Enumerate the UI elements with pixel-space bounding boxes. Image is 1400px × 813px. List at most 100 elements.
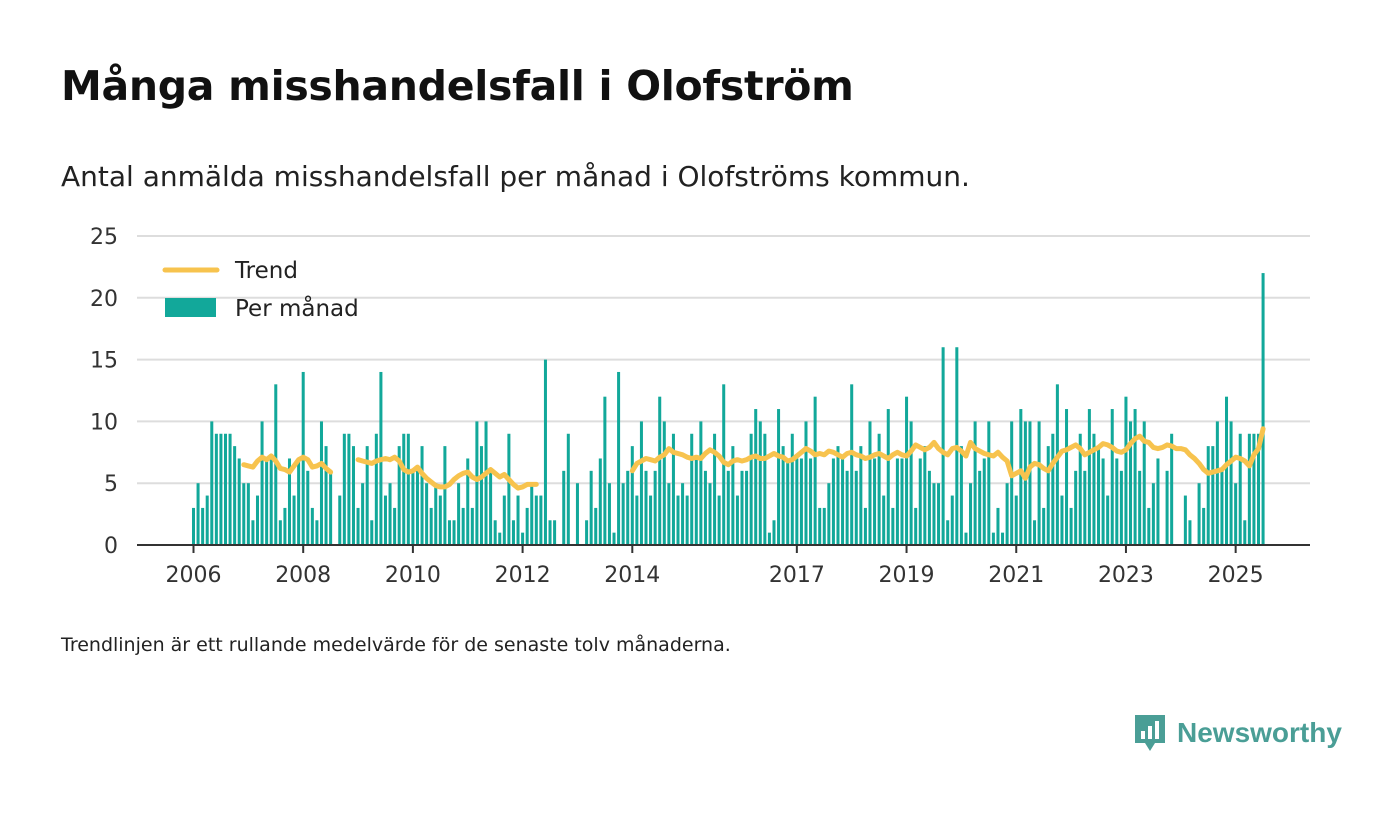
bar bbox=[882, 495, 886, 545]
bar bbox=[731, 446, 735, 545]
bar bbox=[1211, 446, 1215, 545]
x-tick-label: 2019 bbox=[879, 563, 935, 588]
bar bbox=[969, 483, 973, 545]
bar bbox=[1060, 495, 1064, 545]
bar bbox=[735, 495, 739, 545]
bar bbox=[827, 483, 831, 545]
bar bbox=[809, 458, 813, 545]
brand-logo[interactable]: Newsworthy bbox=[1133, 712, 1342, 754]
bar bbox=[959, 446, 963, 545]
bar bbox=[1197, 483, 1201, 545]
bar bbox=[685, 495, 689, 545]
bar bbox=[699, 421, 703, 545]
bar bbox=[1142, 421, 1146, 545]
bar bbox=[804, 421, 808, 545]
bar bbox=[1023, 421, 1027, 545]
bar bbox=[909, 421, 913, 545]
bar bbox=[1065, 409, 1069, 545]
bar bbox=[927, 470, 931, 545]
bar bbox=[991, 532, 995, 545]
bar bbox=[772, 520, 776, 545]
bar bbox=[813, 396, 817, 545]
bar bbox=[1074, 470, 1078, 545]
bar bbox=[754, 409, 758, 545]
bar bbox=[1129, 421, 1133, 545]
bar bbox=[1261, 273, 1265, 545]
bar bbox=[278, 520, 282, 545]
bar bbox=[292, 495, 296, 545]
bar bbox=[1005, 483, 1009, 545]
y-tick-label: 25 bbox=[90, 225, 118, 250]
bar bbox=[447, 520, 451, 545]
bar bbox=[703, 470, 707, 545]
bar bbox=[717, 495, 721, 545]
bar bbox=[868, 421, 872, 545]
bar bbox=[635, 495, 639, 545]
bar bbox=[1238, 433, 1242, 545]
bar bbox=[767, 532, 771, 545]
bar bbox=[1234, 483, 1238, 545]
bar bbox=[388, 483, 392, 545]
bar bbox=[443, 446, 447, 545]
bar bbox=[1229, 421, 1233, 545]
chart-subtitle: Antal anmälda misshandelsfall per månad … bbox=[61, 160, 970, 193]
x-tick-label: 2006 bbox=[166, 563, 222, 588]
bar bbox=[530, 483, 534, 545]
bar bbox=[740, 470, 744, 545]
bar bbox=[1165, 470, 1169, 545]
bar bbox=[1042, 507, 1046, 545]
bar bbox=[466, 458, 470, 545]
bar bbox=[493, 520, 497, 545]
bar bbox=[621, 483, 625, 545]
trend-series bbox=[241, 426, 1266, 491]
y-tick-label: 0 bbox=[104, 534, 118, 559]
bar bbox=[973, 421, 977, 545]
bar bbox=[1202, 507, 1206, 545]
bar bbox=[1033, 520, 1037, 545]
bar bbox=[260, 421, 264, 545]
bar bbox=[415, 470, 419, 545]
bar bbox=[324, 446, 328, 545]
bar bbox=[461, 507, 465, 545]
bar bbox=[265, 458, 269, 545]
bar bbox=[479, 446, 483, 545]
bar bbox=[1247, 433, 1251, 545]
bar bbox=[283, 507, 287, 545]
bar bbox=[859, 446, 863, 545]
bar bbox=[831, 458, 835, 545]
legend-trend-label: Trend bbox=[234, 258, 298, 284]
bar bbox=[1183, 495, 1187, 545]
bar bbox=[726, 470, 730, 545]
bar bbox=[297, 458, 301, 545]
bar bbox=[1087, 409, 1091, 545]
bar bbox=[1097, 446, 1101, 545]
bar bbox=[786, 458, 790, 545]
bar bbox=[1046, 446, 1050, 545]
bar bbox=[228, 433, 232, 545]
bar bbox=[996, 507, 1000, 545]
x-tick-label: 2021 bbox=[988, 563, 1044, 588]
bar bbox=[223, 433, 228, 545]
bar bbox=[1220, 470, 1224, 545]
chart-title: Många misshandelsfall i Olofström bbox=[61, 62, 854, 110]
bar bbox=[397, 446, 401, 545]
newsworthy-logo-icon bbox=[1135, 715, 1165, 751]
bar bbox=[457, 483, 461, 545]
bar bbox=[351, 446, 355, 545]
y-axis-ticks: 0 5 10 15 20 25 bbox=[90, 225, 118, 559]
trend-line bbox=[355, 454, 539, 491]
bar bbox=[790, 433, 794, 545]
bar bbox=[1055, 384, 1059, 545]
trend-line bbox=[241, 453, 334, 475]
bar bbox=[594, 507, 598, 545]
bar bbox=[484, 421, 488, 545]
bar bbox=[319, 421, 323, 545]
bar bbox=[694, 458, 698, 545]
bar bbox=[978, 470, 982, 545]
bar bbox=[763, 433, 767, 545]
bar bbox=[671, 433, 675, 545]
bar bbox=[543, 359, 547, 545]
bar bbox=[246, 483, 250, 545]
bar bbox=[676, 495, 680, 545]
y-tick-label: 20 bbox=[90, 287, 118, 312]
